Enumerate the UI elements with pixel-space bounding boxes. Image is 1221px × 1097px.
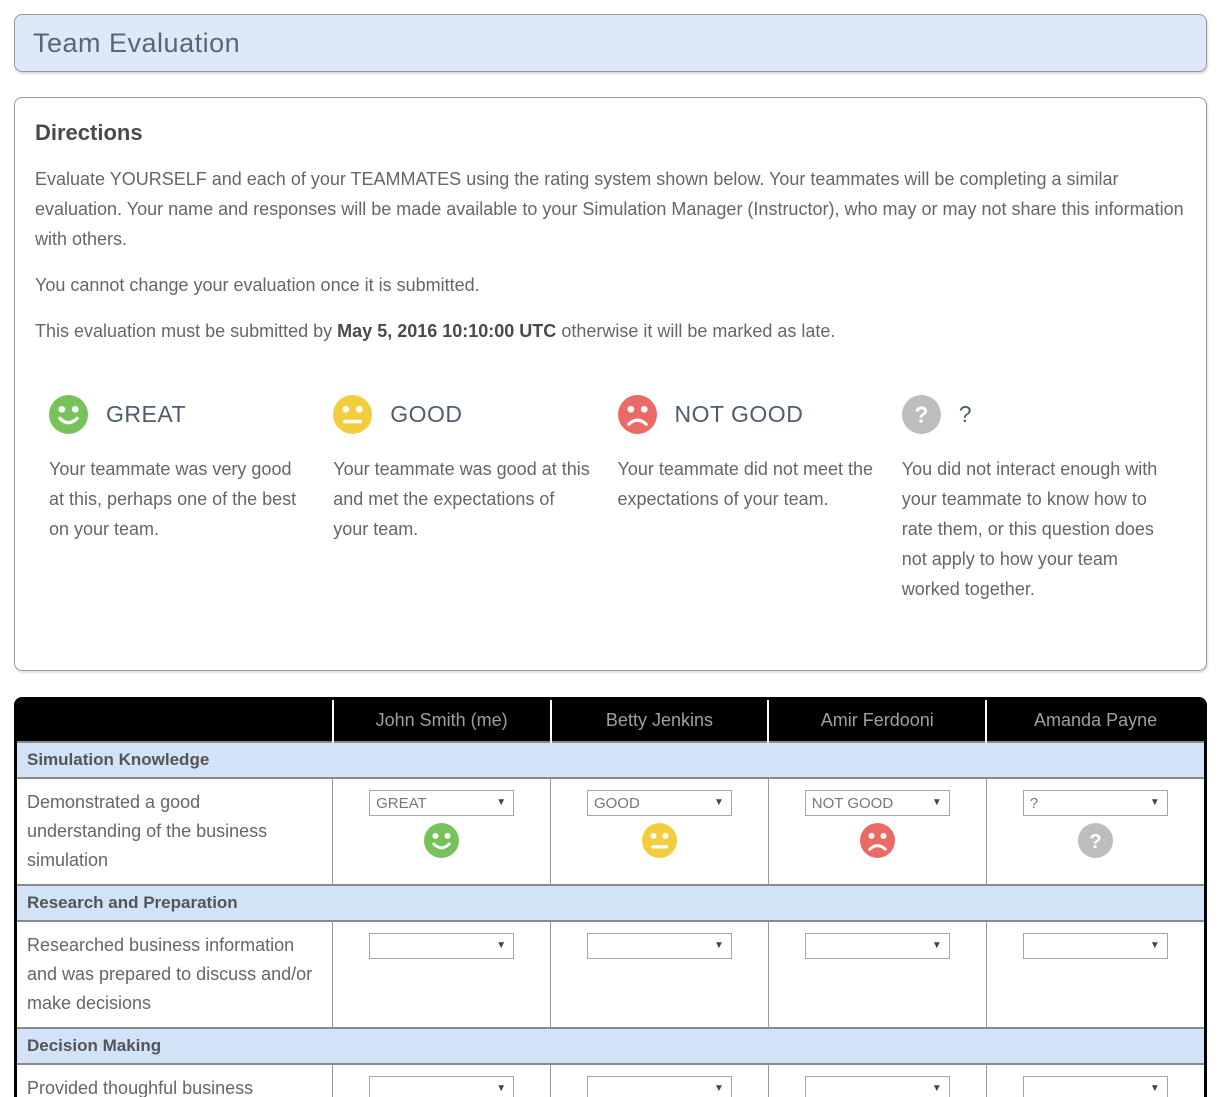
section-title: Simulation Knowledge <box>17 741 1204 779</box>
header-cell-amir-ferdooni: Amir Ferdooni <box>767 700 987 742</box>
rating-cell-amir-ferdooni: ▼ <box>767 921 987 1028</box>
rating-cell-amir-ferdooni: NOT GOOD ▼ <box>767 778 987 885</box>
directions-heading: Directions <box>35 120 143 145</box>
rating-cell-betty-jenkins: GOOD ▼ <box>550 778 769 885</box>
dropdown-arrow-icon: ▼ <box>496 797 507 808</box>
good-neutral-face-icon <box>333 394 373 434</box>
header-cell-blank <box>17 700 333 742</box>
legend-desc-question: You did not interact enough with your te… <box>901 459 1158 599</box>
dropdown-arrow-icon: ▼ <box>1149 1083 1160 1094</box>
legend-item-not-good: NOT GOOD Your teammate did not meet the … <box>617 394 888 604</box>
dropdown-arrow-icon: ▼ <box>1149 940 1160 951</box>
rating-cell-amanda-payne: ? ▼ ? <box>985 778 1204 885</box>
svg-text:?: ? <box>914 401 928 427</box>
svg-text:?: ? <box>1089 831 1101 853</box>
rating-cell-john-smith: ▼ <box>332 921 551 1028</box>
rating-select[interactable]: ▼ <box>1022 1076 1168 1097</box>
rating-select[interactable]: GREAT ▼ <box>369 790 515 816</box>
rating-legend: GREAT Your teammate was very good at thi… <box>49 394 1172 604</box>
not-good-frown-face-icon <box>617 394 657 434</box>
question-face-icon: ? <box>1077 823 1113 858</box>
legend-desc-not-good: Your teammate did not meet the expectati… <box>617 459 874 509</box>
header-cell-betty-jenkins: Betty Jenkins <box>549 700 769 742</box>
page-title-bar: Team Evaluation <box>14 14 1207 72</box>
rating-select[interactable]: ▼ <box>804 933 950 959</box>
rating-select-value: GOOD <box>593 794 640 812</box>
great-smiley-face-icon <box>49 394 88 434</box>
directions-paragraph-1: Evaluate YOURSELF and each of your TEAMM… <box>35 169 1184 249</box>
good-neutral-face-icon <box>641 823 677 858</box>
directions-deadline-paragraph: This evaluation must be submitted by May… <box>35 316 1186 346</box>
rating-select[interactable]: ▼ <box>369 933 515 959</box>
legend-desc-great: Your teammate was very good at this, per… <box>49 459 297 539</box>
dropdown-arrow-icon: ▼ <box>931 1083 942 1094</box>
directions-paragraph-2: You cannot change your evaluation once i… <box>35 275 480 295</box>
dropdown-arrow-icon: ▼ <box>496 1083 507 1094</box>
legend-item-question: ? ? You did not interact enough with you… <box>901 394 1172 604</box>
deadline-datetime: May 5, 2016 10:10:00 UTC <box>337 321 557 341</box>
rating-cell-amanda-payne: ▼ <box>985 1064 1204 1097</box>
deadline-prefix: This evaluation must be submitted by <box>35 321 333 341</box>
rating-cell-john-smith: GREAT ▼ <box>332 778 551 885</box>
great-smiley-face-icon <box>424 823 460 858</box>
rating-select[interactable]: ▼ <box>586 933 732 959</box>
rating-select[interactable]: NOT GOOD ▼ <box>804 790 950 816</box>
evaluation-table: John Smith (me) Betty Jenkins Amir Ferdo… <box>14 697 1207 1097</box>
dropdown-arrow-icon: ▼ <box>714 797 724 808</box>
dropdown-arrow-icon: ▼ <box>931 940 942 951</box>
question-text: Researched business information and was … <box>17 921 333 1028</box>
header-cell-amanda-payne: Amanda Payne <box>985 700 1204 742</box>
rating-select-value: GREAT <box>376 794 427 812</box>
dropdown-arrow-icon: ▼ <box>496 940 507 951</box>
question-row-simulation-knowledge: Demonstrated a good understanding of the… <box>17 778 1204 885</box>
rating-select[interactable]: ▼ <box>804 1076 950 1097</box>
table-header-row: John Smith (me) Betty Jenkins Amir Ferdo… <box>17 700 1204 742</box>
question-row-decision-making: Provided thoughful business ▼ ▼ ▼ ▼ <box>17 1064 1204 1097</box>
question-text: Demonstrated a good understanding of the… <box>17 778 333 885</box>
legend-item-good: GOOD Your teammate was good at this and … <box>333 394 603 604</box>
section-row-research-and-preparation: Research and Preparation <box>17 884 1204 922</box>
rating-cell-betty-jenkins: ▼ <box>550 921 769 1028</box>
legend-label-not-good: NOT GOOD <box>674 400 804 427</box>
rating-select[interactable]: ▼ <box>1022 933 1168 959</box>
section-title: Research and Preparation <box>17 884 1204 922</box>
rating-select-value: NOT GOOD <box>811 794 894 812</box>
question-row-research-and-preparation: Researched business information and was … <box>17 921 1204 1028</box>
rating-cell-john-smith: ▼ <box>332 1064 551 1097</box>
page-title: Team Evaluation <box>33 27 241 58</box>
section-row-decision-making: Decision Making <box>17 1027 1204 1065</box>
rating-select-value: ? <box>1029 794 1039 812</box>
legend-label-question: ? <box>958 400 973 427</box>
legend-label-good: GOOD <box>390 400 463 427</box>
rating-select[interactable]: GOOD ▼ <box>586 790 732 816</box>
not-good-frown-face-icon <box>859 823 895 858</box>
directions-panel: Directions Evaluate YOURSELF and each of… <box>14 97 1207 671</box>
dropdown-arrow-icon: ▼ <box>714 1083 724 1094</box>
question-text: Provided thoughful business <box>17 1064 333 1097</box>
rating-select[interactable]: ▼ <box>586 1076 732 1097</box>
section-title: Decision Making <box>17 1027 1204 1065</box>
dropdown-arrow-icon: ▼ <box>1149 797 1160 808</box>
section-row-simulation-knowledge: Simulation Knowledge <box>17 741 1204 779</box>
legend-item-great: GREAT Your teammate was very good at thi… <box>49 394 319 604</box>
rating-select[interactable]: ▼ <box>369 1076 515 1097</box>
question-face-icon: ? <box>901 394 941 434</box>
deadline-suffix: otherwise it will be marked as late. <box>561 321 836 341</box>
dropdown-arrow-icon: ▼ <box>931 797 942 808</box>
header-cell-john-smith: John Smith (me) <box>331 700 551 742</box>
legend-label-great: GREAT <box>106 400 187 427</box>
legend-desc-good: Your teammate was good at this and met t… <box>333 459 590 539</box>
rating-cell-amir-ferdooni: ▼ <box>767 1064 987 1097</box>
rating-cell-betty-jenkins: ▼ <box>550 1064 769 1097</box>
rating-cell-amanda-payne: ▼ <box>985 921 1204 1028</box>
rating-select[interactable]: ? ▼ <box>1022 790 1168 816</box>
dropdown-arrow-icon: ▼ <box>714 940 724 951</box>
